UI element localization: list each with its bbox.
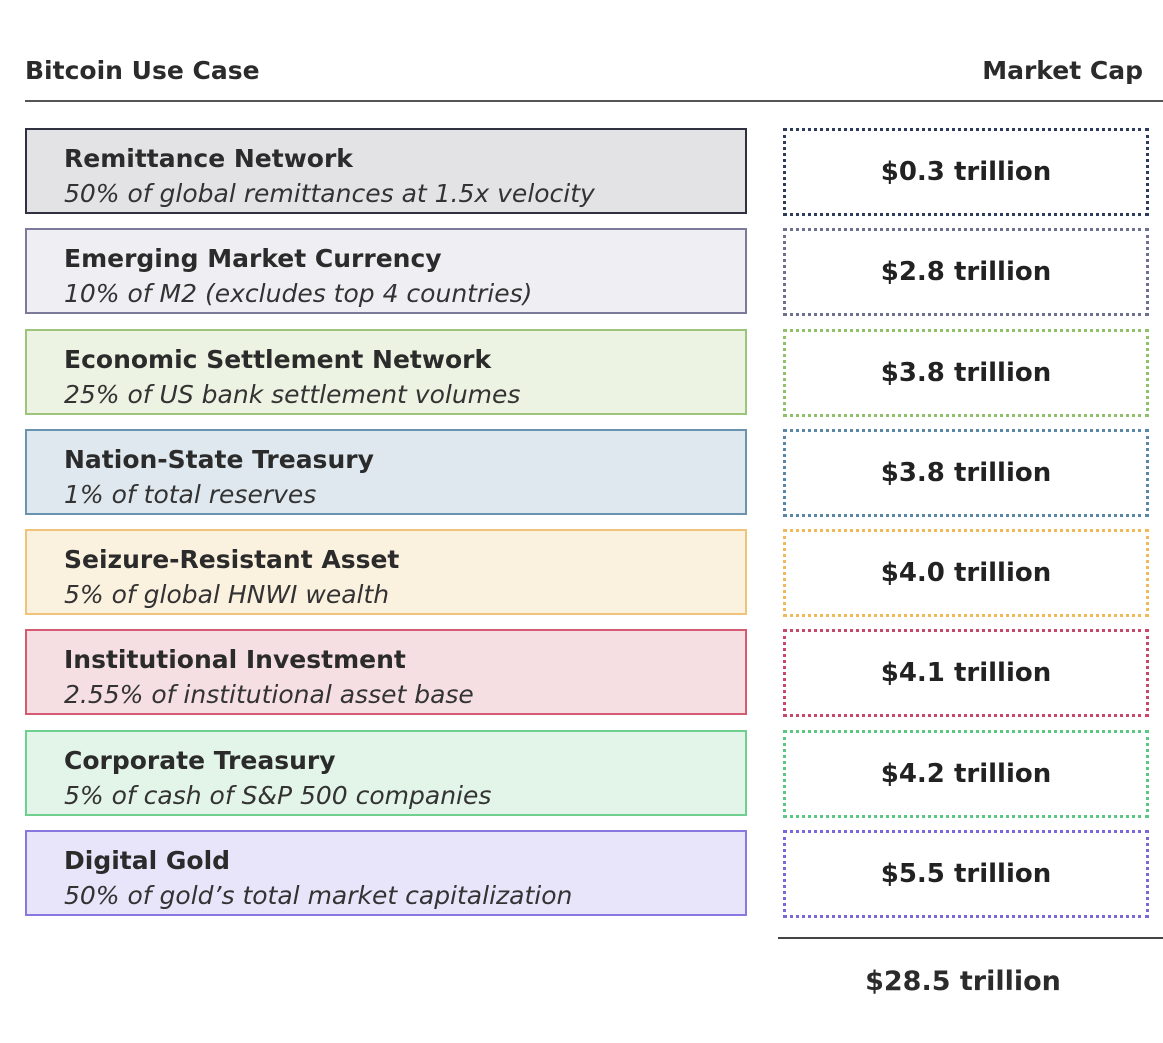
market-cap-box: $5.5 trillion bbox=[783, 830, 1149, 919]
market-cap-box: $4.1 trillion bbox=[783, 629, 1149, 718]
use-case-description: 5% of global HNWI wealth bbox=[64, 580, 390, 610]
use-case-description: 5% of cash of S&P 500 companies bbox=[64, 780, 492, 810]
market-cap-value: $3.8 trillion bbox=[880, 457, 1052, 488]
table-header: Bitcoin Use Case Market Cap bbox=[25, 56, 1163, 92]
market-cap-box: $4.0 trillion bbox=[783, 529, 1149, 618]
use-case-box: Emerging Market Currency 10% of M2 (excl… bbox=[25, 228, 747, 315]
use-case-title: Digital Gold bbox=[64, 846, 231, 876]
market-cap-value: $5.5 trillion bbox=[880, 859, 1052, 890]
use-case-row: Remittance Network 50% of global remitta… bbox=[25, 128, 1149, 216]
use-case-box: Economic Settlement Network 25% of US ba… bbox=[25, 328, 747, 415]
use-case-box: Remittance Network 50% of global remitta… bbox=[25, 128, 747, 214]
use-case-box: Nation-State Treasury 1% of total reserv… bbox=[25, 428, 747, 515]
market-cap-box: $2.8 trillion bbox=[783, 228, 1149, 317]
use-case-box: Institutional Investment 2.55% of instit… bbox=[25, 629, 747, 716]
market-cap-column-header: Market Cap bbox=[982, 56, 1143, 85]
market-cap-box: $3.8 trillion bbox=[783, 328, 1149, 417]
use-case-description: 2.55% of institutional asset base bbox=[64, 680, 474, 710]
header-divider bbox=[25, 100, 1163, 102]
use-case-description: 25% of US bank settlement volumes bbox=[64, 379, 521, 409]
use-case-description: 1% of total reserves bbox=[64, 479, 317, 509]
total-market-cap: $28.5 trillion bbox=[865, 966, 1061, 997]
use-case-list: Remittance Network 50% of global remitta… bbox=[25, 128, 1149, 930]
use-case-title: Economic Settlement Network bbox=[64, 344, 492, 374]
market-cap-box: $3.8 trillion bbox=[783, 428, 1149, 517]
market-cap-value: $4.1 trillion bbox=[880, 658, 1052, 689]
market-cap-value: $4.0 trillion bbox=[880, 558, 1052, 589]
use-case-title: Institutional Investment bbox=[64, 645, 406, 675]
use-case-row: Digital Gold 50% of gold’s total market … bbox=[25, 830, 1149, 919]
use-case-title: Seizure-Resistant Asset bbox=[64, 545, 400, 575]
total-divider bbox=[778, 937, 1163, 939]
use-case-row: Nation-State Treasury 1% of total reserv… bbox=[25, 428, 1149, 517]
use-case-box: Corporate Treasury 5% of cash of S&P 500… bbox=[25, 729, 747, 816]
use-case-title: Corporate Treasury bbox=[64, 745, 336, 775]
use-case-row: Corporate Treasury 5% of cash of S&P 500… bbox=[25, 729, 1149, 818]
market-cap-value: $0.3 trillion bbox=[880, 157, 1052, 187]
market-cap-value: $2.8 trillion bbox=[880, 257, 1052, 288]
use-case-description: 10% of M2 (excludes top 4 countries) bbox=[64, 279, 533, 309]
use-case-row: Institutional Investment 2.55% of instit… bbox=[25, 629, 1149, 718]
use-case-box: Seizure-Resistant Asset 5% of global HNW… bbox=[25, 529, 747, 616]
use-case-title: Remittance Network bbox=[64, 144, 353, 173]
use-case-row: Emerging Market Currency 10% of M2 (excl… bbox=[25, 228, 1149, 317]
use-case-column-header: Bitcoin Use Case bbox=[25, 56, 260, 85]
market-cap-box: $0.3 trillion bbox=[783, 128, 1149, 216]
use-case-box: Digital Gold 50% of gold’s total market … bbox=[25, 830, 747, 917]
use-case-description: 50% of global remittances at 1.5x veloci… bbox=[64, 179, 595, 208]
market-cap-value: $3.8 trillion bbox=[880, 357, 1052, 388]
market-cap-value: $4.2 trillion bbox=[880, 758, 1052, 789]
market-cap-box: $4.2 trillion bbox=[783, 729, 1149, 818]
use-case-row: Economic Settlement Network 25% of US ba… bbox=[25, 328, 1149, 417]
use-case-description: 50% of gold’s total market capitalizatio… bbox=[64, 881, 573, 911]
use-case-title: Emerging Market Currency bbox=[64, 244, 442, 274]
use-case-title: Nation-State Treasury bbox=[64, 444, 374, 474]
use-case-row: Seizure-Resistant Asset 5% of global HNW… bbox=[25, 529, 1149, 618]
